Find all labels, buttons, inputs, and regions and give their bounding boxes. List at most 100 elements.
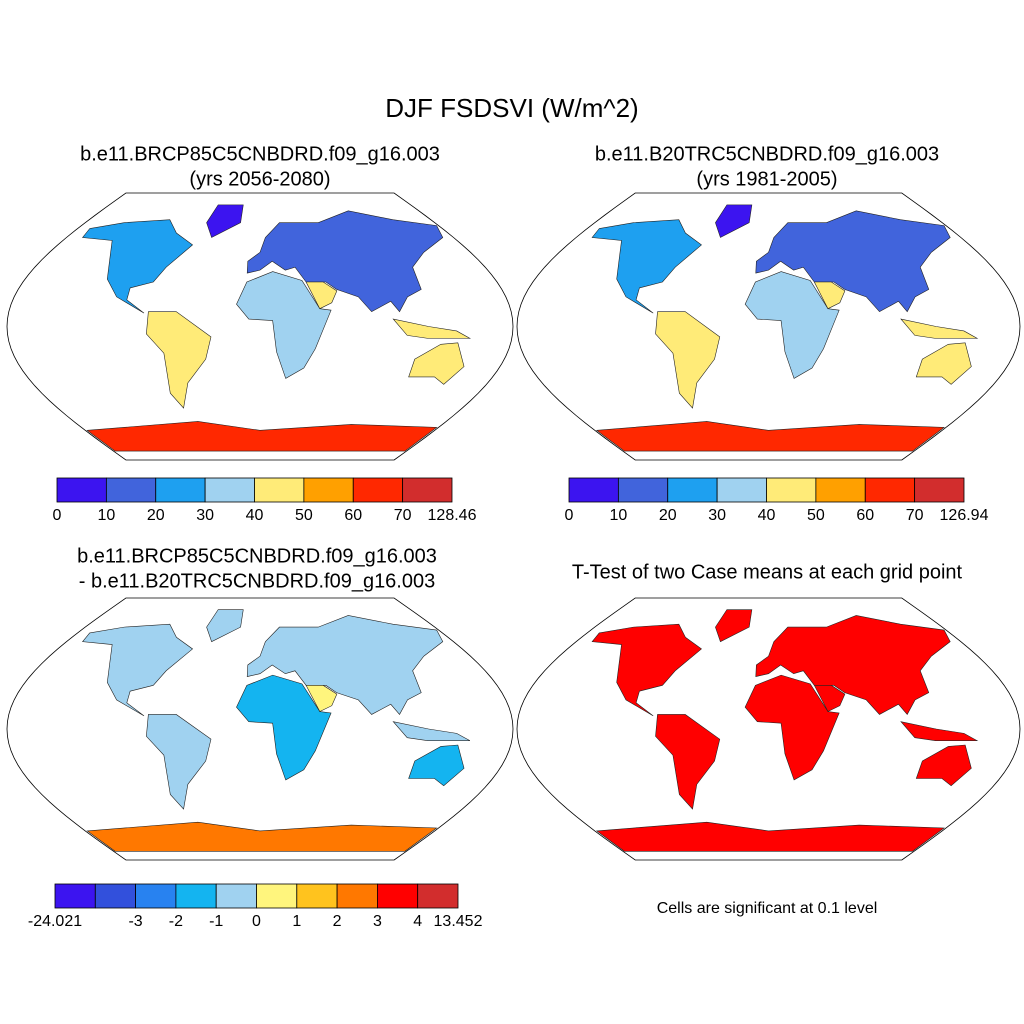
land: [305, 685, 338, 712]
land: [744, 674, 840, 781]
land: [82, 219, 194, 314]
colorbar-label: 70: [394, 507, 412, 524]
land: [900, 721, 979, 741]
colorbar-label: 13.452: [434, 913, 483, 930]
colorbar-box: [568, 477, 619, 503]
land: [146, 311, 212, 409]
colorbar-box: [94, 883, 137, 909]
colorbar-label: 126.94: [940, 507, 989, 524]
land: [915, 342, 972, 385]
land: [915, 744, 972, 787]
panel-title: (yrs 1981-2005): [696, 168, 837, 190]
panel-title: b.e11.BRCP85C5CNBDRD.f09_g16.003: [80, 143, 440, 165]
land: [591, 219, 702, 314]
land: [655, 714, 721, 810]
colorbar-label: -1: [209, 913, 223, 930]
panel-title: - b.e11.B20TRC5CNBDRD.f09_g16.003: [79, 570, 435, 592]
land: [81, 623, 194, 717]
colorbar-label: 40: [758, 507, 776, 524]
panel-title: b.e11.BRCP85C5CNBDRD.f09_g16.003: [77, 545, 437, 567]
colorbar-label: 0: [565, 507, 574, 524]
land: [715, 204, 753, 238]
colorbar-box: [815, 477, 866, 503]
land: [595, 421, 945, 452]
colorbar-box: [766, 477, 817, 503]
land: [236, 271, 332, 379]
colorbar-box: [914, 477, 965, 503]
colorbar-label: 70: [906, 507, 924, 524]
note: Cells are significant at 0.1 level: [657, 900, 878, 917]
colorbar-label: 128.46: [428, 507, 477, 524]
land: [595, 821, 945, 852]
panel-title: b.e11.B20TRC5CNBDRD.f09_g16.003: [595, 143, 939, 165]
colorbar-box: [56, 477, 107, 503]
colorbar-label: 1: [292, 913, 301, 930]
colorbar-box: [256, 883, 298, 909]
land: [246, 210, 444, 313]
colorbar-box: [215, 883, 257, 909]
colorbar-label: -24.021: [28, 913, 82, 930]
colorbar-box: [296, 883, 338, 909]
land: [392, 318, 472, 339]
colorbar-label: 50: [807, 507, 825, 524]
colorbar-label: 10: [609, 507, 627, 524]
colorbar-box: [204, 477, 255, 503]
land: [900, 318, 979, 339]
colorbar-label: 20: [147, 507, 165, 524]
colorbar-label: 60: [344, 507, 362, 524]
colorbar-box: [175, 883, 217, 909]
land: [236, 674, 332, 781]
land: [744, 271, 840, 379]
colorbar-label: 60: [856, 507, 874, 524]
colorbar-box: [254, 477, 305, 503]
colorbar-label: 50: [295, 507, 313, 524]
colorbar-box: [303, 477, 354, 503]
colorbar-box: [617, 477, 669, 503]
land: [591, 623, 702, 717]
colorbar-label: 4: [413, 913, 422, 930]
land: [408, 342, 465, 385]
colorbar-box: [352, 477, 404, 503]
colorbar-box: [402, 477, 453, 503]
land: [715, 609, 753, 643]
colorbar-label: -2: [169, 913, 183, 930]
land: [813, 685, 846, 712]
colorbar-box: [864, 477, 916, 503]
colorbar-box: [716, 477, 767, 503]
land: [305, 281, 338, 310]
colorbar-box: [417, 883, 459, 909]
land: [86, 421, 438, 452]
land: [408, 744, 465, 787]
colorbar-box: [376, 883, 419, 909]
colorbar-box: [54, 883, 96, 909]
colorbar-box: [336, 883, 378, 909]
land: [86, 821, 438, 852]
colorbar-label: 0: [252, 913, 261, 930]
colorbar-box: [667, 477, 718, 503]
land: [755, 615, 951, 715]
colorbar-box: [135, 883, 177, 909]
land: [392, 721, 471, 741]
colorbar-label: 2: [333, 913, 342, 930]
colorbar-label: 0: [53, 507, 62, 524]
colorbar-label: -3: [128, 913, 142, 930]
land: [246, 615, 444, 715]
land: [206, 609, 244, 643]
colorbar-label: 40: [246, 507, 264, 524]
colorbar-label: 3: [373, 913, 382, 930]
land: [655, 311, 721, 409]
colorbar-box: [155, 477, 206, 503]
panel-title: T-Test of two Case means at each grid po…: [572, 561, 963, 583]
land: [146, 714, 212, 810]
land: [206, 204, 244, 238]
land: [755, 210, 951, 313]
colorbar-label: 20: [659, 507, 677, 524]
colorbar-label: 10: [97, 507, 115, 524]
figure-title: DJF FSDSVI (W/m^2): [385, 93, 638, 123]
land: [813, 281, 846, 310]
colorbar-label: 30: [708, 507, 726, 524]
panel-title: (yrs 2056-2080): [189, 168, 330, 190]
colorbar-label: 30: [196, 507, 214, 524]
colorbar-box: [105, 477, 157, 503]
